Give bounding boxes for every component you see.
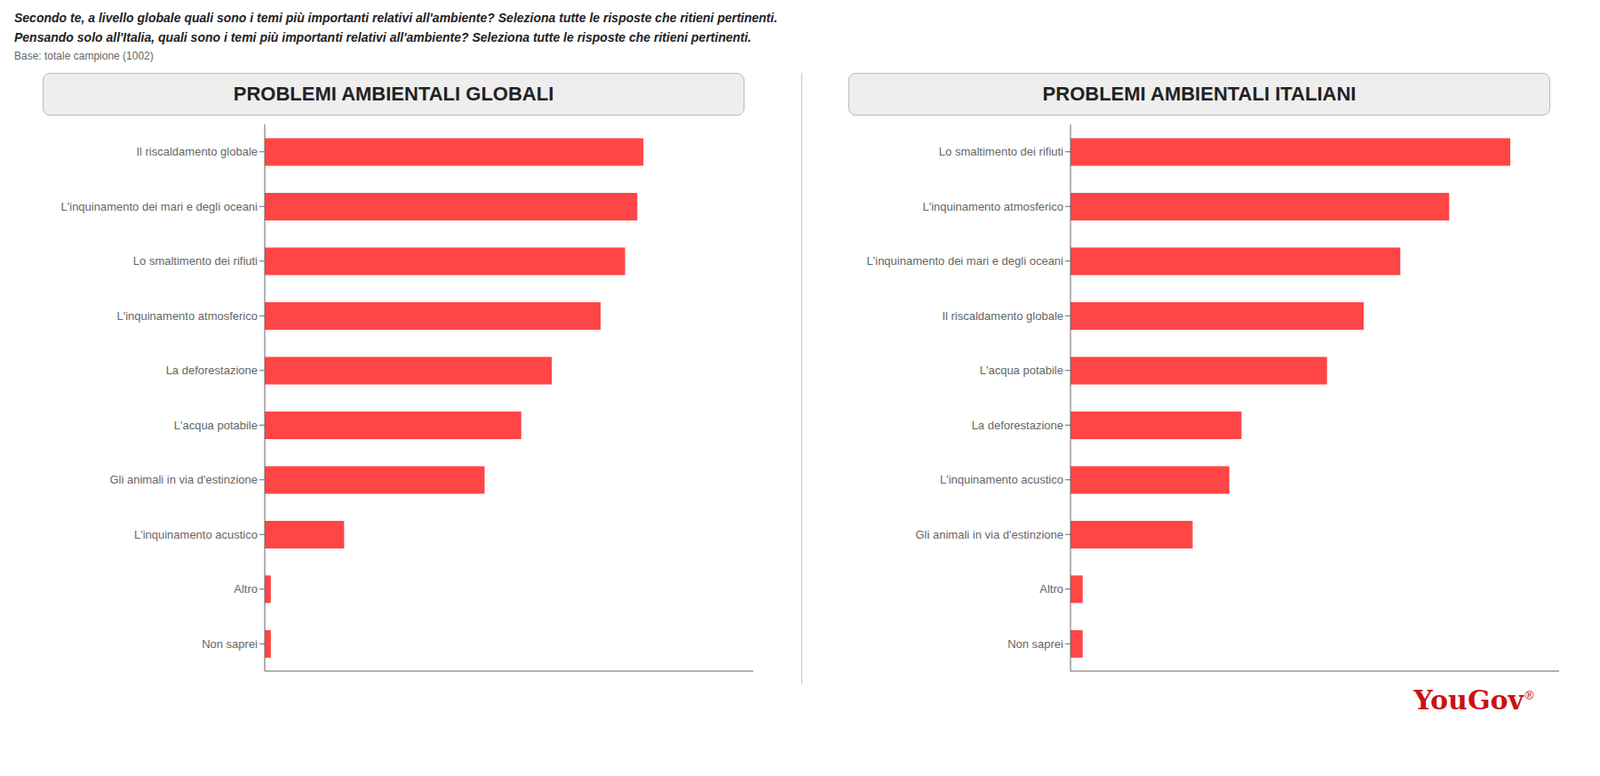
svg-text:Lo smaltimento dei rifiuti: Lo smaltimento dei rifiuti [133,254,258,268]
svg-text:L'acqua potabile: L'acqua potabile [979,363,1064,377]
svg-text:L'inquinamento atmosferico: L'inquinamento atmosferico [116,309,258,323]
svg-text:Lo smaltimento dei rifiuti: Lo smaltimento dei rifiuti [939,144,1064,159]
svg-text:Altro: Altro [233,581,258,596]
svg-text:L'inquinamento atmosferico: L'inquinamento atmosferico [922,199,1064,214]
svg-text:Non saprei: Non saprei [1007,636,1064,651]
html-text:Secondo te, a livello globale: Secondo te, a livello globale quali sono… [14,10,778,25]
svg-text:L'inquinamento acustico: L'inquinamento acustico [134,527,258,542]
svg-text:L'inquinamento dei mari e degl: L'inquinamento dei mari e degli oceani [867,254,1065,268]
svg-text:La deforestazione: La deforestazione [166,363,258,377]
html-text:Base: totale campione (1002): Base: totale campione (1002) [14,49,154,63]
html-text:PROBLEMI AMBIENTALI GLOBALI: PROBLEMI AMBIENTALI GLOBALI [233,82,554,105]
svg-text:Non saprei: Non saprei [201,636,258,651]
svg-text:Il riscaldamento globale: Il riscaldamento globale [135,144,258,159]
html-text:Pensando solo all'Italia, qual: Pensando solo all'Italia, quali sono i t… [14,30,752,45]
svg-text:Gli animali in via d'estinzion: Gli animali in via d'estinzione [109,472,258,486]
html-text:YouGov: YouGov [1413,684,1524,716]
svg-text:L'inquinamento dei mari e degl: L'inquinamento dei mari e degli oceani [61,199,259,214]
svg-text:L'inquinamento acustico: L'inquinamento acustico [939,472,1064,486]
svg-text:La deforestazione: La deforestazione [971,418,1064,432]
svg-text:Il riscaldamento globale: Il riscaldamento globale [941,309,1064,323]
svg-text:Gli animali in via d'estinzion: Gli animali in via d'estinzione [915,527,1064,542]
svg-text:L'acqua potabile: L'acqua potabile [174,418,258,432]
html-text:PROBLEMI AMBIENTALI ITALIANI: PROBLEMI AMBIENTALI ITALIANI [1042,82,1357,105]
svg-text:Altro: Altro [1039,581,1064,596]
